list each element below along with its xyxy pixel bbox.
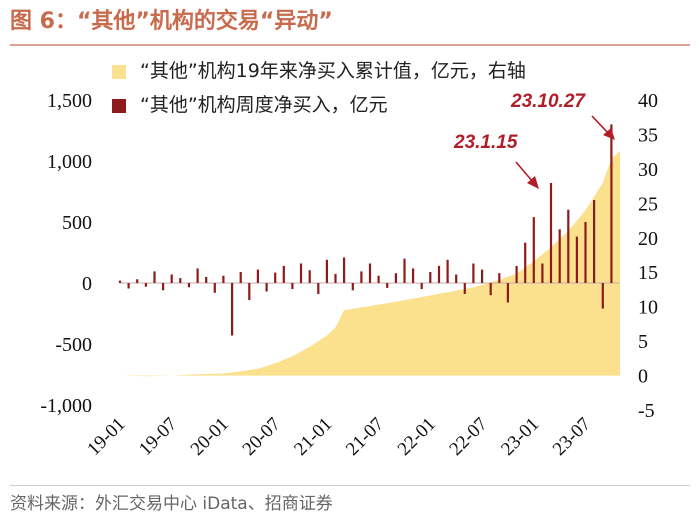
- x-tick-label: 21-01: [290, 414, 336, 460]
- x-tick-label: 19-07: [135, 414, 181, 460]
- x-tick-label: 20-01: [187, 414, 233, 460]
- annotation-arrow: [515, 161, 534, 183]
- right-tick-label: 10: [638, 297, 658, 319]
- chart-legend: “其他”机构19年来净买入累计值，亿元，右轴 “其他”机构周度净买入，亿元: [112, 56, 526, 124]
- x-tick-label: 20-07: [239, 414, 285, 460]
- left-tick-label: -500: [55, 334, 92, 356]
- legend-label-cumulative: “其他”机构19年来净买入累计值，亿元，右轴: [140, 60, 526, 82]
- right-tick-label: 25: [638, 193, 658, 215]
- left-tick-label: 1,500: [47, 90, 92, 112]
- left-tick-label: -1,000: [40, 395, 92, 417]
- left-tick-label: 500: [62, 212, 92, 234]
- annotation-arrowhead: [603, 128, 615, 140]
- right-tick-label: 40: [638, 90, 658, 112]
- legend-swatch-cumulative: [112, 65, 126, 79]
- figure-title: 图 6：“其他”机构的交易“异动”: [10, 9, 333, 34]
- legend-swatch-weekly: [112, 99, 126, 113]
- x-tick-label: 22-01: [394, 414, 440, 460]
- legend-label-weekly: “其他”机构周度净买入，亿元: [140, 94, 388, 116]
- annotation-label: 23.1.15: [453, 132, 518, 153]
- right-tick-label: 20: [638, 228, 658, 250]
- right-tick-label: 15: [638, 262, 658, 284]
- source-note: 资料来源：外汇交易中心 iData、招商证券: [10, 494, 333, 514]
- x-tick-label: 21-07: [342, 414, 388, 460]
- cumulative-area: [120, 151, 620, 377]
- x-tick-label: 19-01: [83, 414, 129, 460]
- legend-item-cumulative: “其他”机构19年来净买入累计值，亿元，右轴: [112, 56, 526, 90]
- right-tick-label: -5: [638, 400, 655, 422]
- right-tick-label: 5: [638, 331, 648, 353]
- left-tick-label: 1,000: [47, 151, 92, 173]
- right-tick-label: 0: [638, 366, 648, 388]
- source-divider: [10, 485, 690, 486]
- x-tick-label: 23-01: [497, 414, 543, 460]
- title-divider: [10, 44, 690, 46]
- annotation-arrow: [591, 115, 609, 134]
- x-tick-label: 23-07: [549, 414, 595, 460]
- x-tick-label: 22-07: [445, 414, 491, 460]
- annotation-label: 23.10.27: [510, 91, 586, 112]
- legend-item-weekly: “其他”机构周度净买入，亿元: [112, 90, 526, 124]
- left-tick-label: 0: [82, 273, 92, 295]
- annotation-arrowhead: [527, 176, 539, 189]
- right-tick-label: 35: [638, 124, 658, 146]
- right-tick-label: 30: [638, 159, 658, 181]
